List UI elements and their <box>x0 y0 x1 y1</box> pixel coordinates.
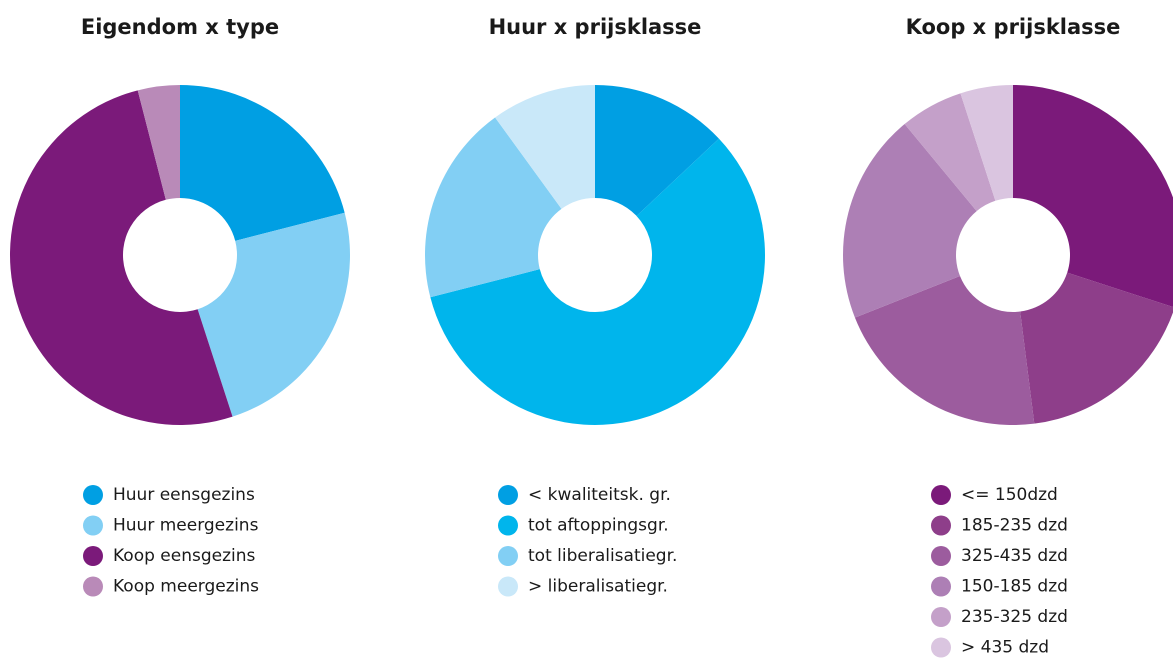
legend-swatch <box>931 637 951 658</box>
legend-swatch <box>931 576 951 597</box>
legend-label: > liberalisatiegr. <box>528 577 668 597</box>
donut-slice <box>424 117 562 298</box>
legend-label: Huur eensgezins <box>113 485 255 505</box>
legend-swatch <box>83 485 103 505</box>
chart-title: Eigendom x type <box>81 15 279 39</box>
legend-swatch <box>83 546 103 566</box>
legend-label: 185-235 dzd <box>961 516 1068 536</box>
donut-slice <box>137 85 180 200</box>
legend-swatch <box>83 515 103 536</box>
legend-label: 150-185 dzd <box>961 577 1068 597</box>
donut-slice <box>843 124 977 318</box>
legend-label: Koop eensgezins <box>113 546 256 566</box>
donut-slice <box>495 85 595 209</box>
legend-label: 235-325 dzd <box>961 607 1068 627</box>
donut-slice <box>960 85 1013 201</box>
donut-slice <box>595 85 719 216</box>
chart-title: Huur x prijsklasse <box>489 15 702 39</box>
donut-slice <box>180 85 345 241</box>
legend-swatch <box>498 485 518 505</box>
donut-slice <box>197 212 350 417</box>
legend-label: Koop meergezins <box>113 577 259 597</box>
donut-slice <box>430 138 766 425</box>
chart-title: Koop x prijsklasse <box>906 15 1121 39</box>
legend-swatch <box>83 576 103 597</box>
donut-slice <box>9 90 233 426</box>
donut-slice <box>904 93 996 212</box>
legend-swatch <box>931 515 951 536</box>
donut-slice <box>1020 272 1173 424</box>
legend-label: tot aftoppingsgr. <box>528 516 669 536</box>
legend-swatch <box>498 515 518 536</box>
legend-label: 325-435 dzd <box>961 546 1068 566</box>
legend-label: <= 150dzd <box>961 485 1058 505</box>
legend-swatch <box>931 607 951 627</box>
legend-label: > 435 dzd <box>961 638 1049 658</box>
donut-slice <box>1013 85 1173 307</box>
donut-slice <box>854 275 1035 425</box>
legend-swatch <box>498 576 518 597</box>
legend-label: < kwaliteitsk. gr. <box>528 485 671 505</box>
legend-label: Huur meergezins <box>113 516 259 536</box>
legend-swatch <box>931 485 951 505</box>
legend-label: tot liberalisatiegr. <box>528 546 677 566</box>
legend-swatch <box>498 546 518 566</box>
legend-swatch <box>931 546 951 566</box>
